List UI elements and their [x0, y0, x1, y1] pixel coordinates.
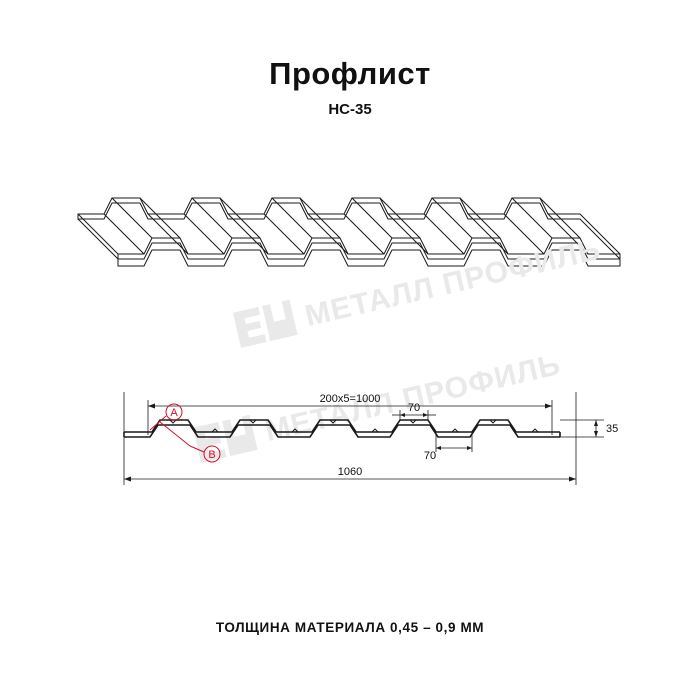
- callout-b-label: B: [208, 449, 215, 461]
- dimension-rib-bottom: 70: [424, 450, 436, 462]
- stiffener-marks: [169, 419, 539, 433]
- material-thickness-note: ТОЛЩИНА МАТЕРИАЛА 0,45 – 0,9 ММ: [215, 620, 485, 635]
- dimension-line-top: [148, 403, 552, 409]
- callout-a-label: A: [170, 407, 178, 419]
- dimension-line-height: [560, 419, 604, 438]
- dimension-line-rib-top: [392, 410, 436, 420]
- callout-b: B: [159, 421, 221, 463]
- profile-section-outline: [123, 419, 561, 438]
- dimension-overall-width: 1060: [338, 466, 362, 478]
- model-label: НС-35: [328, 101, 372, 118]
- cross-section-drawing: 200х5=1000: [0, 380, 700, 510]
- dimension-line-rib-bottom: [435, 432, 473, 452]
- dimension-line-overall: [124, 476, 576, 482]
- dimension-top-total: 200х5=1000: [320, 393, 381, 405]
- dimension-rib-top: 70: [408, 402, 420, 414]
- page-title: Профлист: [269, 56, 431, 91]
- isometric-profile-illustration: [0, 170, 700, 330]
- dimension-height: 35: [606, 423, 618, 435]
- callout-a: A: [149, 403, 183, 431]
